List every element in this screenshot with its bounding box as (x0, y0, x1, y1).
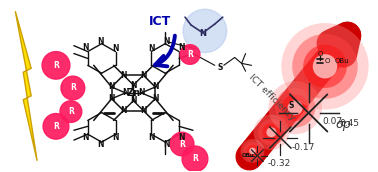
Circle shape (241, 139, 265, 163)
Text: N: N (163, 37, 169, 46)
Text: 0.45: 0.45 (339, 119, 359, 128)
Circle shape (243, 142, 262, 160)
Circle shape (60, 101, 82, 122)
Text: N: N (148, 44, 155, 53)
Text: R: R (187, 50, 193, 59)
Text: N: N (140, 106, 147, 115)
Circle shape (313, 54, 337, 78)
Circle shape (281, 23, 369, 110)
Text: OBu: OBu (242, 153, 255, 158)
Text: N: N (178, 133, 184, 142)
Text: N: N (130, 80, 137, 89)
Circle shape (254, 115, 289, 150)
Circle shape (61, 76, 85, 100)
Circle shape (288, 100, 303, 115)
Text: N: N (120, 71, 127, 80)
Text: 0.07: 0.07 (322, 117, 342, 126)
Circle shape (282, 94, 308, 121)
Circle shape (43, 114, 69, 139)
Circle shape (180, 45, 200, 64)
Circle shape (182, 146, 208, 172)
Circle shape (292, 34, 358, 99)
Text: N: N (98, 139, 104, 149)
Text: ICT: ICT (149, 15, 171, 28)
Text: ICT efficiency: ICT efficiency (246, 73, 296, 123)
Circle shape (303, 45, 347, 88)
Circle shape (246, 145, 259, 157)
Text: N: N (148, 133, 155, 142)
Text: R: R (53, 122, 59, 131)
Text: R: R (179, 139, 185, 149)
Text: -0.17: -0.17 (291, 143, 314, 152)
Text: N: N (140, 71, 147, 80)
Text: N: N (112, 133, 119, 142)
Text: R: R (68, 107, 74, 116)
Text: -0.32: -0.32 (267, 159, 291, 168)
Text: N: N (108, 94, 115, 103)
Text: R: R (53, 61, 59, 70)
Circle shape (266, 127, 276, 137)
Circle shape (258, 119, 285, 146)
Text: S: S (217, 63, 223, 72)
Circle shape (262, 123, 280, 141)
Text: N: N (82, 43, 89, 52)
Text: Zn: Zn (126, 88, 141, 98)
Text: N: N (82, 133, 89, 142)
Text: OBu: OBu (335, 58, 350, 64)
Circle shape (249, 148, 256, 154)
Text: N: N (200, 29, 206, 38)
Circle shape (42, 52, 70, 79)
Text: N: N (108, 83, 115, 92)
Text: S: S (288, 101, 294, 110)
Circle shape (183, 9, 227, 53)
Text: O: O (318, 51, 323, 57)
Text: N: N (130, 96, 137, 105)
Circle shape (268, 81, 322, 134)
Text: σp: σp (336, 118, 352, 131)
Polygon shape (15, 11, 37, 161)
Text: N: N (152, 83, 158, 92)
Text: R: R (70, 83, 76, 93)
Text: N: N (112, 44, 119, 53)
Text: R: R (192, 154, 198, 163)
Text: O: O (324, 58, 330, 64)
Text: N: N (98, 37, 104, 46)
Text: N: N (152, 94, 158, 103)
Text: N: N (122, 88, 129, 97)
Text: N: N (138, 88, 145, 97)
Text: N: N (163, 139, 169, 149)
Circle shape (275, 88, 315, 128)
Text: N: N (178, 43, 184, 52)
Circle shape (170, 132, 194, 156)
Text: N: N (120, 106, 127, 115)
